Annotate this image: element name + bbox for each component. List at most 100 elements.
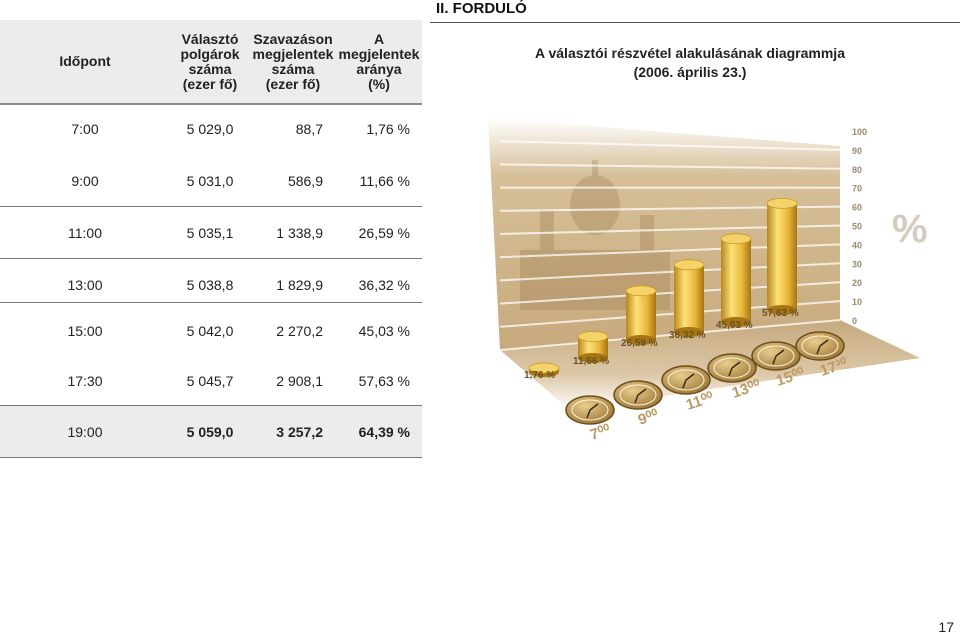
y-tick-label: 50 (852, 222, 862, 232)
clock-face (667, 369, 705, 391)
gridline (499, 319, 841, 351)
clock-hand (816, 345, 821, 355)
table-row: 15:00 5 042,0 2 270,2 45,03 % (0, 305, 422, 357)
table-row: 9:00 5 031,0 586,9 11,66 % (0, 155, 422, 207)
gridline (499, 140, 841, 151)
y-tick-label: 20 (852, 278, 862, 288)
bar (578, 336, 608, 358)
clock-hand (772, 355, 777, 365)
top-divider (430, 22, 960, 23)
bar-top (766, 197, 798, 209)
clock-hand (682, 379, 687, 389)
unit-label: % (892, 207, 928, 251)
voters-cell: 5 038,8 (186, 277, 234, 293)
header-voters: Választó polgárok száma (ezer fő) (180, 30, 240, 92)
clock-hand (685, 373, 695, 381)
y-tick-label: 40 (852, 240, 862, 250)
time-cell: 7:00 (71, 121, 99, 137)
gridline (499, 117, 841, 132)
bar (767, 203, 797, 310)
bar-top (528, 362, 560, 374)
time-cell: 19:00 (67, 423, 103, 440)
bar-top (673, 259, 705, 271)
voters-cell: 5 059,0 (186, 423, 234, 440)
time-cell: 15:00 (67, 323, 103, 339)
table-row: 7:00 5 029,0 88,7 1,76 % (0, 103, 422, 155)
header-ratio: A megjelentek aránya (%) (338, 30, 420, 92)
row-divider (0, 155, 422, 207)
voters-cell: 5 045,7 (186, 373, 234, 389)
bar-base (674, 327, 704, 337)
turnout-cell: 1 338,9 (276, 225, 323, 241)
bar-value-label: 11,66 % (573, 356, 609, 367)
clock-hand (819, 339, 829, 347)
clock-hand (634, 394, 639, 404)
row-divider (0, 207, 422, 259)
turnout-cell: 2 270,2 (276, 323, 323, 339)
clock-time-label: 7⁰⁰ (588, 421, 613, 440)
voters-cell: 5 029,0 (186, 121, 234, 137)
y-tick-label: 80 (852, 165, 862, 175)
clock-face (801, 335, 839, 357)
y-tick-label: 90 (852, 146, 862, 156)
ratio-cell: 11,66 % (359, 173, 410, 189)
turnout-cell: 3 257,2 (276, 423, 323, 440)
turnout-cell: 88,7 (295, 121, 323, 137)
bar-top (720, 233, 752, 245)
ratio-cell: 57,63 % (358, 373, 410, 389)
y-tick-label: 60 (852, 203, 862, 213)
turnout-chart: 0 10 20 30 40 50 60 70 80 90 100 % 7⁰⁰ 9⁰⁰ 11⁰⁰ 13⁰⁰ 1… (480, 110, 960, 440)
y-tick-label: 30 (852, 259, 862, 269)
bar-base (578, 353, 608, 363)
gridline (499, 163, 841, 170)
row-divider (0, 259, 422, 303)
table-header: Időpont Választó polgárok száma (ezer fő… (0, 20, 422, 105)
clock-face (619, 384, 657, 406)
y-tick-label: 10 (852, 297, 862, 307)
y-axis-ticks: 0 10 20 30 40 50 60 70 80 90 100 (852, 127, 867, 326)
bar (626, 290, 656, 340)
bar-top (625, 285, 657, 297)
turnout-cell: 586,9 (287, 173, 323, 189)
round-title: II. FORDULÓ (436, 0, 527, 17)
y-tick-label: 100 (852, 127, 867, 137)
chart-title-line1: A választói részvétel alakulásának diagr… (535, 45, 845, 61)
page-number: 17 (938, 619, 954, 635)
clock-hand (637, 388, 647, 396)
bar (674, 264, 704, 332)
voters-cell: 5 031,0 (186, 173, 234, 189)
clock-hand (728, 367, 733, 377)
time-cell: 9:00 (71, 173, 99, 189)
bar-value-label: 45,03 % (716, 320, 753, 331)
turnout-cell: 2 908,1 (276, 373, 323, 389)
ratio-cell: 36,32 % (358, 277, 410, 293)
voters-cell: 5 042,0 (186, 323, 234, 339)
bar-base (626, 335, 656, 345)
bar-value-label: 26,59 % (621, 338, 658, 349)
y-tick-label: 0 (852, 316, 857, 326)
time-cell: 17:30 (67, 373, 103, 389)
header-time: Időpont (59, 53, 111, 69)
bar-value-label: 36,32 % (669, 330, 706, 341)
clock-face (571, 399, 609, 421)
bar-base (721, 317, 751, 327)
time-cell: 13:00 (67, 277, 103, 293)
clock-hand (586, 409, 591, 419)
bar (721, 238, 751, 322)
time-cell: 11:00 (68, 225, 102, 241)
table-total-row: 19:00 5 059,0 3 257,2 64,39 % (0, 405, 422, 458)
turnout-cell: 1 829,9 (276, 277, 323, 293)
clock-face (757, 345, 795, 367)
bar-top (577, 331, 609, 342)
y-tick-label: 70 (852, 184, 862, 194)
ratio-cell: 64,39 % (358, 423, 410, 440)
bar-value-label: 1,76 % (524, 370, 555, 381)
bars: 1,76 % 11,66 % 26,59 % 36,32 % 45,03 % 57,63 … (524, 197, 799, 381)
ratio-cell: 45,03 % (358, 323, 410, 339)
voters-cell: 5 035,1 (186, 225, 234, 241)
table-row: 17:30 5 045,7 2 908,1 57,63 % (0, 355, 422, 407)
chart-back-wall (488, 118, 840, 350)
bar-base (767, 305, 797, 315)
